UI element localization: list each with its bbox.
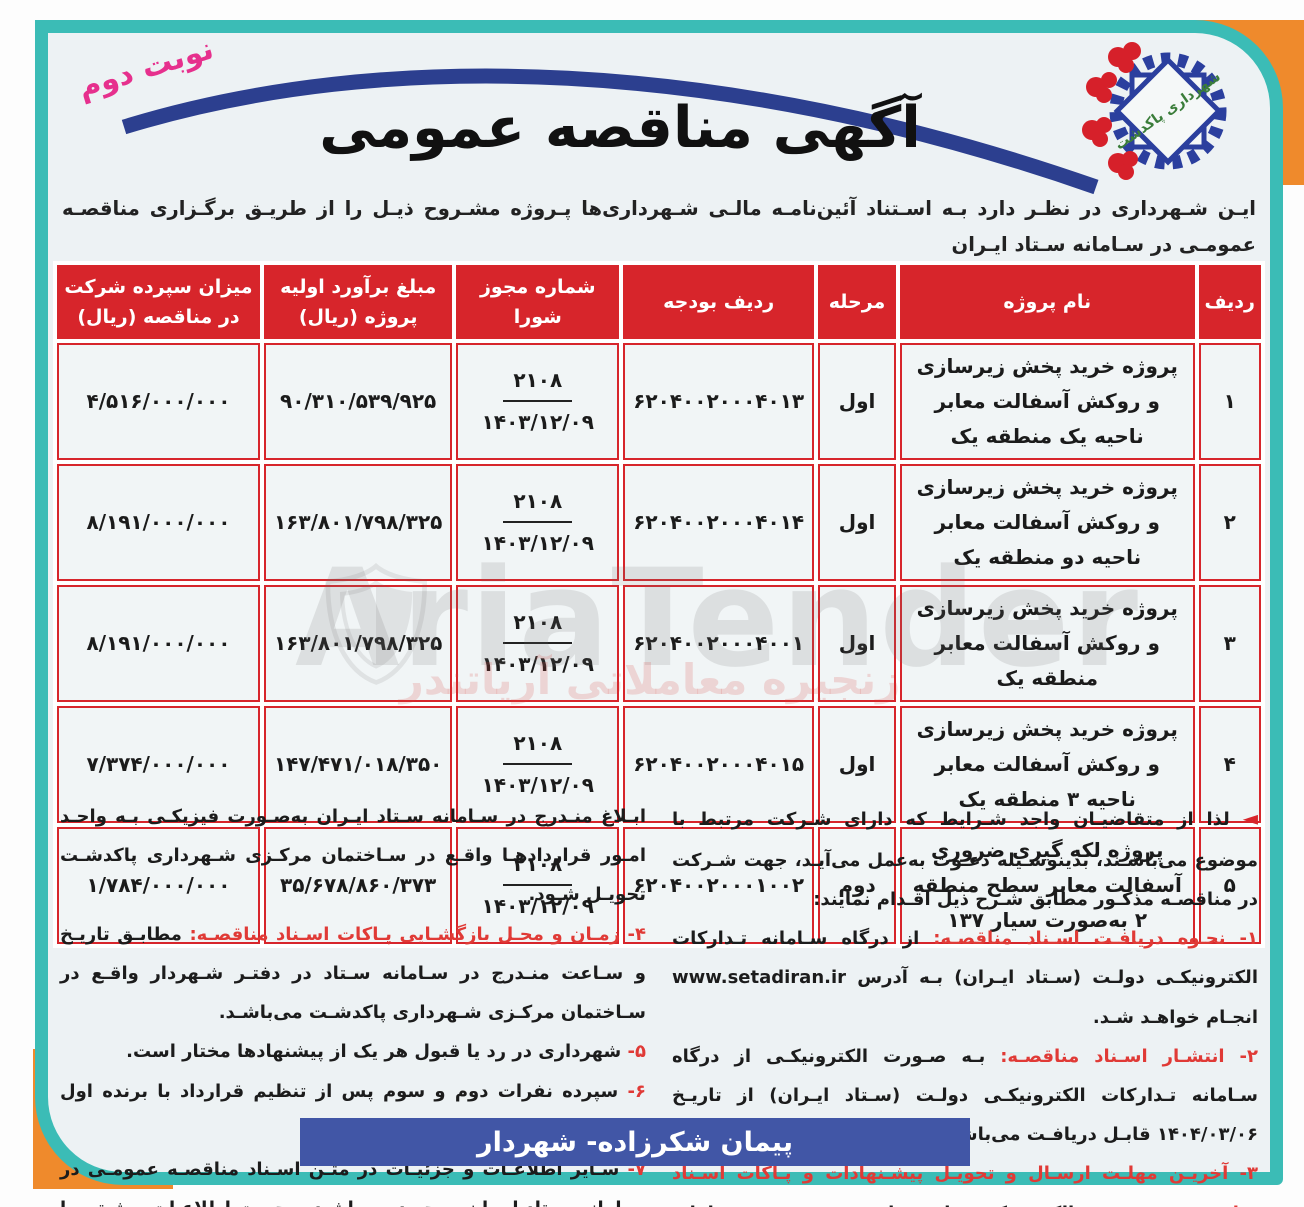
cell-budget-row: ۶۲۰۴۰۰۲۰۰۰۴۰۱۵ xyxy=(623,706,815,823)
cell-stage: اول xyxy=(818,343,896,460)
cell-row-number: ۴ xyxy=(1198,706,1261,823)
permit-date: ۱۴۰۳/۱۲/۰۹ xyxy=(481,531,594,555)
note-4-label: ۴- زمـان و محـل بازگشـایی پـاکات اسـناد … xyxy=(189,923,646,945)
cell-estimate: ۳۵/۶۷۸/۸۶۰/۳۷۳ xyxy=(263,827,453,944)
cell-permit: ۲۱۰۸ ۱۴۰۳/۱۲/۰۹ xyxy=(456,827,620,944)
cell-stage: اول xyxy=(818,706,896,823)
notes-column-right: ◄ لذا از متقاضیـان واجد شـرایط که دارای … xyxy=(672,797,1258,1207)
intro-line-1: ایـن شـهرداری در نظـر دارد بـه اسـتناد آ… xyxy=(62,197,1256,257)
cell-budget-row: ۶۲۰۴۰۰۲۰۰۰۱۰۰۲ xyxy=(623,827,815,944)
permit-number: ۲۱۰۸ xyxy=(503,484,573,523)
note-6-label: ۶- xyxy=(627,1080,646,1102)
permit-number: ۲۱۰۸ xyxy=(503,363,573,402)
table-row: ۱ پروژه خرید پخش زیرسازی و روکش آسفالت م… xyxy=(57,343,1261,460)
table-row: ۴ پروژه خرید پخش زیرسازی و روکش آسفالت م… xyxy=(57,706,1261,823)
note-7-label: ۷- xyxy=(627,1159,646,1181)
cell-estimate: ۹۰/۳۱۰/۵۳۹/۹۲۵ xyxy=(263,343,453,460)
cell-estimate: ۱۴۷/۴۷۱/۰۱۸/۳۵۰ xyxy=(263,706,453,823)
cell-budget-row: ۶۲۰۴۰۰۲۰۰۰۴۰۱۳ xyxy=(623,343,815,460)
tender-table: ردیف نام پروژه مرحله ردیف بودجه شماره مج… xyxy=(53,261,1265,948)
mayor-signature-bar: پیمان شکرزاده- شهردار xyxy=(300,1118,970,1166)
cell-project-name: پروژه خرید پخش زیرسازی و روکش آسفالت معا… xyxy=(899,585,1195,702)
header-estimate: مبلغ برآورد اولیه پروژه (ریال) xyxy=(263,265,453,339)
cell-budget-row: ۶۲۰۴۰۰۲۰۰۰۴۰۰۱ xyxy=(623,585,815,702)
cell-deposit: ۴/۵۱۶/۰۰۰/۰۰۰ xyxy=(57,343,260,460)
footer-notes: ◄ لذا از متقاضیـان واجد شـرایط که دارای … xyxy=(60,797,1258,1207)
header-budget-row: ردیف بودجه xyxy=(623,265,815,339)
cell-row-number: ۲ xyxy=(1198,464,1261,581)
permit-date: ۱۴۰۳/۱۲/۰۹ xyxy=(481,652,594,676)
note-3-label: ۳- آخریـن مهلـت ارسـال و تحویـل پیشـنهاد… xyxy=(672,1163,1258,1207)
note-1-label: ۱- نحـوه دریافـت اسـناد مناقصـه: xyxy=(933,928,1258,950)
header-deposit: میزان سپرده شرکت در مناقصه (ریال) xyxy=(57,265,260,339)
permit-date: ۱۴۰۳/۱۲/۰۹ xyxy=(481,410,594,434)
notes-column-left: ابـلاغ منـدرج در سـامانه سـتاد ایـران به… xyxy=(60,797,646,1207)
header-stage: مرحله xyxy=(818,265,896,339)
cell-estimate: ۱۶۳/۸۰۱/۷۹۸/۳۲۵ xyxy=(263,464,453,581)
permit-number: ۲۱۰۸ xyxy=(503,726,573,765)
cell-row-number: ۵ xyxy=(1198,827,1261,944)
cell-project-name: پروژه خرید پخش زیرسازی و روکش آسفالت معا… xyxy=(899,343,1195,460)
cell-project-name: پروژه لکه گیری ضروری آسفالت معابر سطح من… xyxy=(899,827,1195,944)
swoosh-line xyxy=(121,68,1099,195)
note-4-text: مطابـق تاریـخ و سـاعت منـدرج در سـامانه … xyxy=(60,923,646,1024)
cell-row-number: ۳ xyxy=(1198,585,1261,702)
pakdasht-municipality-logo-icon: شهرداری پاکدشت xyxy=(1082,42,1227,180)
cell-stage: اول xyxy=(818,585,896,702)
note-2-label: ۲- انتشـار اسـناد مناقصـه: xyxy=(1000,1045,1258,1067)
cell-permit: ۲۱۰۸ ۱۴۰۳/۱۲/۰۹ xyxy=(456,343,620,460)
table-row: ۲ پروژه خرید پخش زیرسازی و روکش آسفالت م… xyxy=(57,464,1261,581)
cell-permit: ۲۱۰۸ ۱۴۰۳/۱۲/۰۹ xyxy=(456,464,620,581)
cell-project-name: پروژه خرید پخش زیرسازی و روکش آسفالت معا… xyxy=(899,706,1195,823)
cell-budget-row: ۶۲۰۴۰۰۲۰۰۰۴۰۱۴ xyxy=(623,464,815,581)
permit-date: ۱۴۰۳/۱۲/۰۹ xyxy=(481,894,594,918)
cell-permit: ۲۱۰۸ ۱۴۰۳/۱۲/۰۹ xyxy=(456,585,620,702)
cell-deposit: ۱/۷۸۴/۰۰۰/۰۰۰ xyxy=(57,827,260,944)
permit-date: ۱۴۰۳/۱۲/۰۹ xyxy=(481,773,594,797)
header-permit-number: شماره مجوز شورا xyxy=(456,265,620,339)
note-2-text: بـه صـورت الکترونیکـی از درگاه سـامانه ت… xyxy=(672,1045,1258,1146)
cell-project-name: پروژه خرید پخش زیرسازی و روکش آسفالت معا… xyxy=(899,464,1195,581)
permit-number: ۲۱۰۸ xyxy=(503,847,573,886)
note-5-text: شهرداری در رد یا قبول هر یک از پیشنهادها… xyxy=(126,1041,628,1063)
note-3-continuation: ابـلاغ منـدرج در سـامانه سـتاد ایـران به… xyxy=(60,806,646,906)
table-row: ۵ پروژه لکه گیری ضروری آسفالت معابر سطح … xyxy=(57,827,1261,944)
note-3-text: به‌صـورت الکترونیکـی طبـق تاریـخ منـدرج … xyxy=(672,1203,1258,1207)
cell-permit: ۲۱۰۸ ۱۴۰۳/۱۲/۰۹ xyxy=(456,706,620,823)
cell-deposit: ۸/۱۹۱/۰۰۰/۰۰۰ xyxy=(57,585,260,702)
note-1-text: از درگاه سـامانه تـدارکات الکترونیکـی دو… xyxy=(672,928,1258,1028)
teal-frame: نوبت دوم آگهی مناقصه عمومی ش xyxy=(35,20,1283,1207)
permit-number: ۲۱۰۸ xyxy=(503,605,573,644)
table-header-row: ردیف نام پروژه مرحله ردیف بودجه شماره مج… xyxy=(57,265,1261,339)
note-5-label: ۵- xyxy=(627,1041,646,1063)
cell-deposit: ۷/۳۷۴/۰۰۰/۰۰۰ xyxy=(57,706,260,823)
cell-stage: دوم xyxy=(818,827,896,944)
cell-deposit: ۸/۱۹۱/۰۰۰/۰۰۰ xyxy=(57,464,260,581)
header-project-name: نام پروژه xyxy=(899,265,1195,339)
red-arrow-icon: ◄ xyxy=(1242,806,1258,830)
cell-estimate: ۱۶۳/۸۰۱/۷۹۸/۳۲۵ xyxy=(263,585,453,702)
cell-stage: اول xyxy=(818,464,896,581)
note-7-text: سـایر اطلاعـات و جزئیـات در متـن اسـناد … xyxy=(60,1159,646,1207)
header-row-number: ردیف xyxy=(1198,265,1261,339)
notes-lead: لذا از متقاضیـان واجد شـرایط که دارای شـ… xyxy=(672,809,1258,910)
table-row: ۳ پروژه خرید پخش زیرسازی و روکش آسفالت م… xyxy=(57,585,1261,702)
cell-row-number: ۱ xyxy=(1198,343,1261,460)
page-title: آگهی مناقصه عمومی xyxy=(319,95,922,161)
